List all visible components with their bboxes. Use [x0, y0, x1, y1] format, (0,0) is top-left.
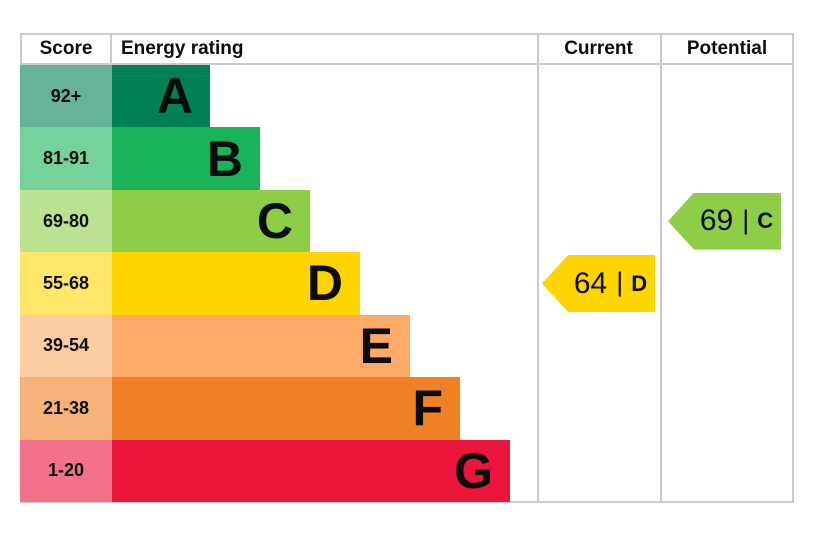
- potential-column-header: Potential: [686, 37, 768, 59]
- score-range-c: 69-80: [20, 189, 112, 253]
- table-top-border: [20, 33, 794, 35]
- table-left-border: [20, 33, 22, 65]
- rating-row-f: 21-38 F: [20, 377, 794, 440]
- rating-row-g: 1-20 G: [20, 439, 794, 502]
- rating-bar-b: B: [112, 127, 260, 190]
- score-range-b: 81-91: [20, 127, 112, 190]
- score-range-g: 1-20: [20, 439, 112, 502]
- rating-row-a: 92+ A: [20, 65, 794, 128]
- table-header: Score Energy rating Current Potential: [20, 33, 794, 64]
- current-column-header: Current: [564, 37, 633, 59]
- score-column-header: Score: [39, 37, 93, 59]
- potential-column-border: [660, 33, 662, 503]
- score-range-f: 21-38: [20, 377, 112, 440]
- rating-row-b: 81-91 B: [20, 127, 794, 190]
- score-range-e: 39-54: [20, 314, 112, 378]
- table-right-border: [792, 33, 794, 503]
- rating-bar-f: F: [112, 377, 460, 440]
- current-rating-band: D: [631, 270, 648, 296]
- rating-row-e: 39-54 E: [20, 314, 794, 378]
- table-bottom-border: [20, 501, 794, 503]
- current-rating-value: 64: [573, 266, 608, 300]
- score-range-a: 92+: [20, 65, 112, 128]
- rating-row-d: 55-68 D: [20, 252, 794, 315]
- rating-bar-d: D: [112, 252, 360, 315]
- score-column-border: [110, 33, 112, 65]
- rating-bar-g: G: [112, 439, 510, 502]
- rating-bar-a: A: [112, 65, 210, 128]
- potential-rating-arrow: 69 | C: [668, 192, 781, 250]
- rating-bar-c: C: [112, 189, 310, 253]
- current-rating-separator: |: [616, 267, 624, 297]
- current-column-border: [537, 33, 539, 503]
- potential-rating-separator: |: [742, 204, 750, 235]
- rating-bar-e: E: [112, 314, 410, 378]
- potential-rating-band: C: [757, 208, 774, 234]
- header-bottom-border: [20, 63, 794, 65]
- rating-rows: 92+ A 81-91 B 69-80 C 55-68 D 39-54 E 21-38 F 1-20 G: [20, 65, 794, 502]
- potential-rating-value: 69: [699, 204, 734, 238]
- energy-rating-column-header: Energy rating: [121, 37, 244, 59]
- score-range-d: 55-68: [20, 252, 112, 315]
- current-rating-arrow: 64 | D: [542, 255, 655, 312]
- rating-row-c: 69-80 C: [20, 189, 794, 253]
